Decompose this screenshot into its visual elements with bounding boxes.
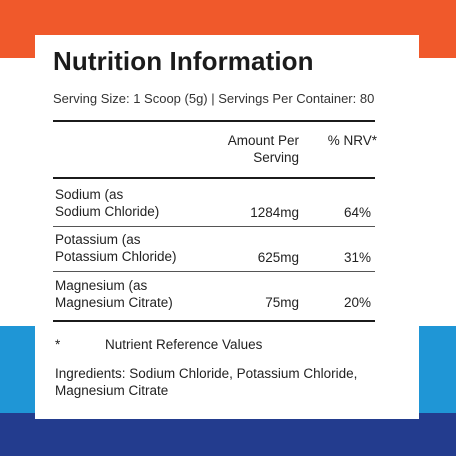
row-divider bbox=[53, 271, 375, 272]
footnote-marker: * bbox=[55, 337, 61, 352]
table-bottom-rule bbox=[53, 320, 375, 322]
ingredients-text: Ingredients: Sodium Chloride, Potassium … bbox=[55, 366, 358, 398]
nutrient-amount: 75mg bbox=[265, 295, 299, 310]
amount-header-line1: Amount Per bbox=[227, 133, 299, 148]
serving-info: Serving Size: 1 Scoop (5g) | Servings Pe… bbox=[53, 91, 375, 106]
nutrient-name-line2: Magnesium Citrate) bbox=[55, 295, 173, 310]
table-row-name: Sodium (as Sodium Chloride) bbox=[55, 186, 159, 220]
nutrient-name-line1: Magnesium (as bbox=[55, 278, 148, 293]
panel-title: Nutrition Information bbox=[53, 46, 314, 76]
nutrient-name-line2: Potassium Chloride) bbox=[55, 249, 177, 264]
bottom-color-band bbox=[0, 413, 456, 456]
header-top-rule bbox=[53, 120, 375, 122]
footnote-text: Nutrient Reference Values bbox=[105, 337, 263, 352]
nutrition-panel: Nutrition Information Serving Size: 1 Sc… bbox=[35, 35, 419, 419]
row-divider bbox=[53, 226, 375, 227]
amount-header-line2: Serving bbox=[253, 150, 299, 165]
nutrient-amount: 625mg bbox=[257, 250, 299, 265]
nutrient-name-line1: Potassium (as bbox=[55, 232, 141, 247]
table-row-name: Potassium (as Potassium Chloride) bbox=[55, 231, 177, 265]
nutrient-name-line2: Sodium Chloride) bbox=[55, 204, 160, 219]
nutrient-nrv: 20% bbox=[343, 295, 371, 310]
nutrient-amount: 1284mg bbox=[250, 205, 299, 220]
nutrient-nrv: 31% bbox=[343, 250, 371, 265]
amount-per-serving-header: Amount Per Serving bbox=[203, 132, 299, 166]
table-row-name: Magnesium (as Magnesium Citrate) bbox=[55, 277, 173, 311]
nutrient-nrv: 64% bbox=[343, 205, 371, 220]
header-bottom-rule bbox=[53, 177, 375, 179]
nutrient-name-line1: Sodium (as bbox=[55, 187, 124, 202]
nrv-header: % NRV* bbox=[327, 133, 377, 148]
